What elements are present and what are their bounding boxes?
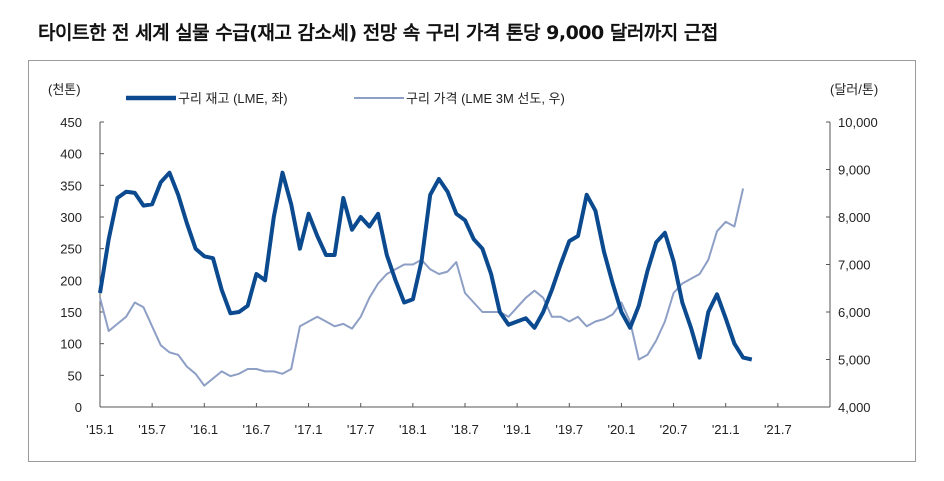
left-tick-label: 400 [60, 147, 82, 162]
legend-label-stock: 구리 재고 (LME, 좌) [178, 91, 288, 106]
left-tick-label: 0 [75, 400, 82, 415]
left-tick-label: 300 [60, 210, 82, 225]
left-tick-label: 250 [60, 242, 82, 257]
left-tick-label: 450 [60, 115, 82, 130]
x-tick-label: '21.7 [764, 422, 792, 437]
left-tick-label: 150 [60, 305, 82, 320]
series-line-stock [98, 170, 753, 362]
left-tick-label: 50 [68, 368, 82, 383]
x-tick-label: '16.7 [243, 422, 271, 437]
chart-frame [28, 60, 916, 462]
x-tick-label: '20.1 [608, 422, 636, 437]
right-tick-label: 6,000 [838, 305, 871, 320]
x-tick-label: '21.1 [712, 422, 740, 437]
right-tick-label: 9,000 [838, 163, 871, 178]
right-axis-unit: (달러/톤) [830, 82, 878, 97]
legend-label-price: 구리 가격 (LME 3M 선도, 우) [406, 91, 565, 106]
x-tick-label: '16.1 [190, 422, 218, 437]
right-tick-label: 8,000 [838, 210, 871, 225]
right-tick-label: 4,000 [838, 400, 871, 415]
right-tick-label: 7,000 [838, 258, 871, 273]
left-tick-label: 350 [60, 178, 82, 193]
left-tick-label: 200 [60, 273, 82, 288]
x-tick-label: '17.1 [295, 422, 323, 437]
x-tick-label: '20.7 [660, 422, 688, 437]
x-tick-label: '17.7 [347, 422, 375, 437]
x-tick-label: '15.7 [138, 422, 166, 437]
right-tick-label: 10,000 [838, 115, 878, 130]
series-line-price [99, 188, 745, 387]
x-tick-label: '18.7 [451, 422, 479, 437]
right-tick-label: 5,000 [838, 353, 871, 368]
left-tick-label: 100 [60, 337, 82, 352]
x-tick-label: '19.1 [503, 422, 531, 437]
x-tick-label: '18.1 [399, 422, 427, 437]
x-tick-label: '19.7 [555, 422, 583, 437]
left-axis-unit: (천톤) [48, 82, 81, 97]
x-tick-label: '15.1 [86, 422, 114, 437]
chart-title: 타이트한 전 세계 실물 수급(재고 감소세) 전망 속 구리 가격 톤당 9,… [38, 22, 718, 44]
